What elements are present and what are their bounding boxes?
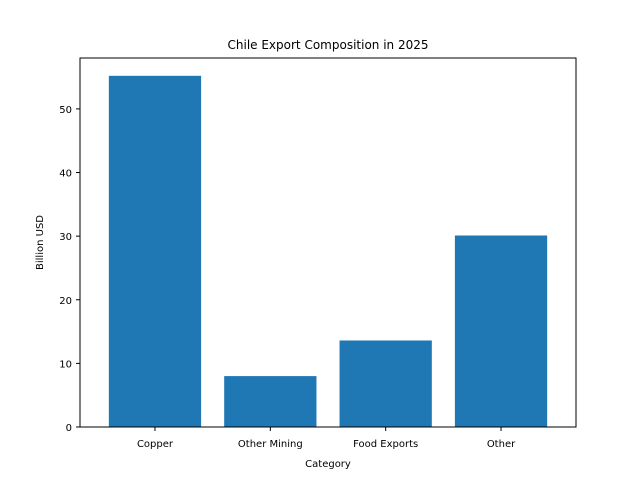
- bar-food-exports: [339, 340, 432, 427]
- y-tick-label: 30: [59, 232, 72, 243]
- bar-copper: [108, 75, 202, 428]
- x-tick-label: Food Exports: [353, 439, 418, 450]
- y-tick-label: 20: [59, 296, 72, 307]
- x-axis-label: Category: [305, 459, 351, 470]
- y-tick-label: 40: [59, 169, 72, 180]
- y-axis-ticks: 0 10 20 30 40 50: [59, 105, 80, 434]
- chart-title: Chile Export Composition in 2025: [228, 38, 429, 52]
- x-tick-label: Copper: [137, 439, 174, 450]
- x-tick-label: Other Mining: [238, 439, 303, 450]
- bar-other-mining: [224, 376, 317, 427]
- y-axis-label: Billion USD: [35, 215, 46, 270]
- x-axis-ticks: Copper Other Mining Food Exports Other: [137, 427, 516, 450]
- bars-group: [108, 75, 548, 428]
- y-tick-label: 50: [59, 105, 72, 116]
- y-tick-label: 10: [59, 359, 72, 370]
- bar-other: [454, 235, 548, 427]
- plot-frame: [79, 57, 577, 428]
- y-tick-label: 0: [66, 423, 72, 434]
- x-tick-label: Other: [487, 439, 516, 450]
